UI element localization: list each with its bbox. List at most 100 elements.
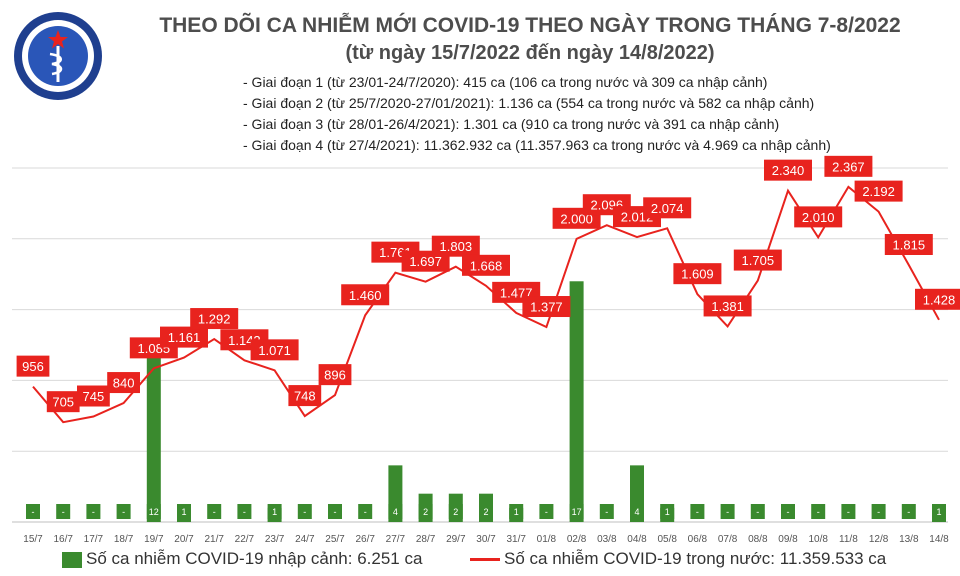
bar-label-box: [177, 504, 191, 519]
bar-label: 4: [393, 507, 398, 517]
line-label-box: [250, 339, 299, 361]
bar-label-box: [781, 504, 795, 519]
line-label-box: [160, 326, 208, 348]
bar-label: 2: [453, 507, 458, 517]
x-tick-label: 05/8: [657, 534, 677, 545]
x-tick-label: 20/7: [174, 534, 194, 545]
bar-label: 1: [181, 507, 186, 517]
bar: [146, 352, 161, 522]
x-tick-label: 11/8: [839, 534, 858, 545]
domestic-cases-line: [32, 185, 940, 424]
line-label: 2.192: [862, 184, 895, 199]
bar-label: 1: [936, 507, 941, 517]
legend-line-swatch: [470, 558, 500, 562]
phase-notes: - Giai đoạn 1 (từ 23/01-24/7/2020): 415 …: [243, 72, 831, 156]
bar-label-box: [56, 504, 71, 519]
x-tick-label: 23/7: [265, 534, 285, 545]
bar-label: -: [847, 507, 850, 517]
bar-label-box: [871, 504, 886, 519]
line-label: 1.381: [711, 299, 744, 314]
bar-label-box: [448, 504, 463, 519]
phase-note: - Giai đoạn 4 (từ 27/4/2021): 11.362.932…: [243, 137, 831, 153]
line-label-box: [884, 233, 933, 255]
bar-label: -: [756, 507, 759, 517]
bar-label-box: [630, 504, 644, 519]
bar-label-box: [509, 504, 524, 519]
bar-label: -: [907, 507, 910, 517]
x-tick-label: 21/7: [204, 534, 224, 545]
line-label: 2.074: [651, 201, 684, 216]
line-label-box: [733, 249, 782, 271]
phase-note: - Giai đoạn 2 (từ 25/7/2020-27/01/2021):…: [243, 95, 815, 111]
line-label-box: [824, 155, 873, 177]
line-label-box: [854, 180, 903, 202]
line-label-box: [46, 391, 80, 413]
bar-label-box: [267, 504, 282, 519]
x-tick-label: 12/8: [869, 534, 889, 545]
x-tick-label: 06/8: [688, 534, 708, 545]
bar-label-box: [750, 504, 765, 519]
x-tick-label: 01/8: [537, 534, 557, 545]
x-tick-label: 27/7: [386, 534, 406, 545]
bar-label-box: [388, 504, 403, 519]
bar-label-box: [237, 504, 252, 519]
bar-label-box: [328, 504, 342, 519]
line-label-box: [107, 372, 140, 394]
x-tick-label: 29/7: [446, 534, 466, 545]
bar-label-box: [479, 504, 493, 519]
phase-note: - Giai đoạn 1 (từ 23/01-24/7/2020): 415 …: [243, 74, 768, 90]
bar-label: -: [32, 507, 35, 517]
phase-note: - Giai đoạn 3 (từ 28/01-26/4/2021): 1.30…: [243, 116, 780, 132]
line-label: 2.010: [802, 210, 835, 225]
bar-label: 1: [665, 507, 670, 517]
line-label: 1.292: [198, 312, 231, 327]
legend-line-entry: Số ca nhiễm COVID-19 trong nước: 11.359.…: [470, 549, 886, 569]
line-label: 2.340: [772, 163, 805, 178]
bar: [569, 281, 584, 522]
line-label: 1.697: [409, 254, 442, 269]
line-label: 1.161: [168, 330, 201, 345]
bar-label: -: [303, 507, 306, 517]
x-tick-label: 26/7: [355, 534, 375, 545]
bar-label: -: [334, 507, 337, 517]
line-label: 840: [113, 376, 135, 391]
x-tick-label: 04/8: [627, 534, 647, 545]
bar-label-box: [26, 504, 40, 519]
x-tick-label: 24/7: [295, 534, 315, 545]
bar-label: -: [122, 507, 125, 517]
line-label-box: [341, 284, 390, 306]
bar-label-box: [418, 504, 433, 519]
bar-label: -: [62, 507, 65, 517]
line-label: 745: [83, 389, 105, 404]
x-tick-label: 07/8: [718, 534, 738, 545]
x-tick-label: 15/7: [23, 534, 43, 545]
line-label-box: [915, 288, 960, 310]
line-label-box: [794, 206, 843, 228]
bar-label-box: [86, 504, 101, 519]
line-label: 1.815: [893, 237, 926, 252]
x-tick-label: 02/8: [567, 534, 587, 545]
line-label-box: [16, 355, 50, 377]
bar-label-box: [207, 504, 222, 519]
x-tick-label: 25/7: [325, 534, 345, 545]
bar-label: 2: [483, 507, 488, 517]
x-tick-label: 09/8: [778, 534, 798, 545]
line-label-box: [462, 254, 510, 276]
x-tick-label: 18/7: [114, 534, 134, 545]
bar-label-box: [146, 504, 161, 519]
bar-label-box: [811, 504, 826, 519]
line-label: 1.668: [470, 258, 503, 273]
bar-label: -: [605, 507, 608, 517]
line-label: 1.071: [258, 343, 291, 358]
line-label: 705: [52, 395, 74, 410]
bar-label: -: [545, 507, 548, 517]
bar-label: -: [92, 507, 95, 517]
x-tick-label: 14/8: [929, 534, 949, 545]
bar-label-box: [901, 504, 916, 519]
bar-label: 1: [514, 507, 519, 517]
bar-label: 4: [634, 507, 639, 517]
line-label: 2.367: [832, 159, 865, 174]
bar-label: -: [817, 507, 820, 517]
x-tick-label: 28/7: [416, 534, 436, 545]
